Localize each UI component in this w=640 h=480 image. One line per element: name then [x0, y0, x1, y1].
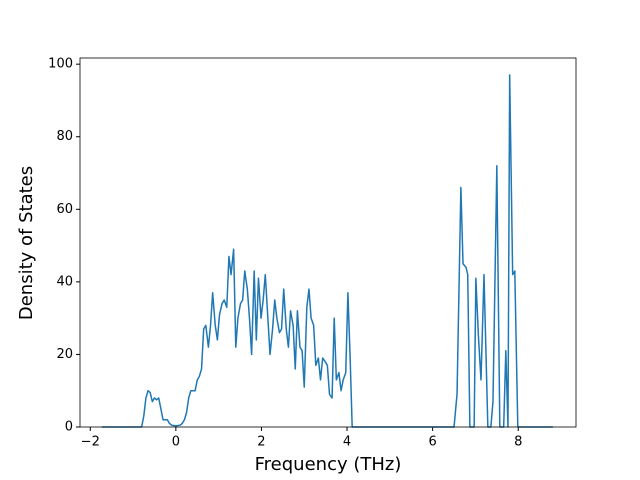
x-tick-label: 8: [514, 435, 522, 450]
y-tick-label: 20: [56, 347, 73, 362]
x-tick-label: 6: [428, 435, 436, 450]
x-tick-label: −2: [81, 435, 100, 450]
plot-frame: [79, 57, 577, 428]
y-tick-label: 60: [56, 202, 73, 217]
data-line: [101, 74, 553, 428]
y-tick-label: 100: [48, 57, 73, 72]
x-tick-label: 4: [343, 435, 351, 450]
x-tick-label: 2: [257, 435, 265, 450]
y-axis-label: Density of States: [16, 166, 37, 320]
y-tick-label: 40: [56, 274, 73, 289]
x-axis-label: Frequency (THz): [255, 454, 402, 475]
y-tick-label: 0: [65, 420, 73, 435]
y-tick-label: 80: [56, 129, 73, 144]
x-tick-label: 0: [172, 435, 180, 450]
